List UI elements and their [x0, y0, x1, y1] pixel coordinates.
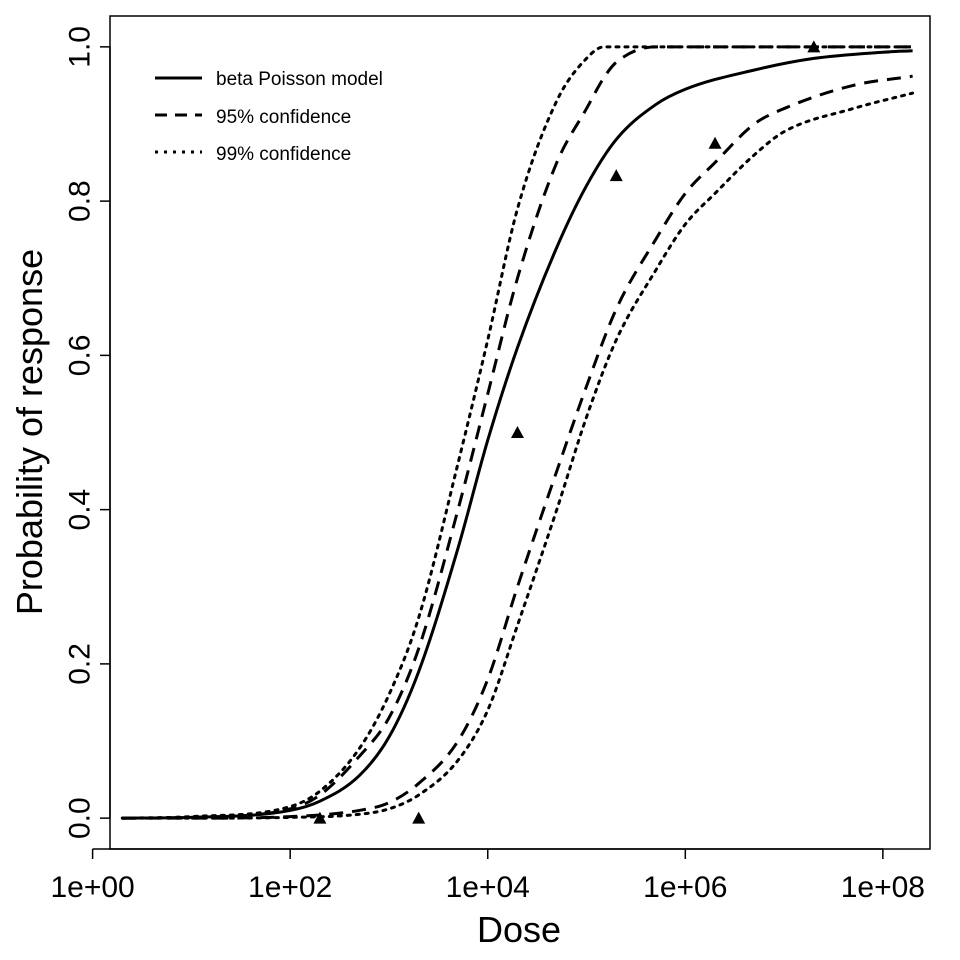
x-tick-label: 1e+06 — [643, 871, 727, 904]
series-beta-poisson-model — [122, 49, 913, 820]
x-tick-label: 1e+04 — [446, 871, 530, 904]
data-point-triangle — [708, 136, 722, 149]
y-tick-label: 0.6 — [64, 335, 97, 377]
data-point-triangle — [807, 40, 821, 53]
y-tick-label: 0.4 — [64, 489, 97, 531]
series-99-confidence-lower — [120, 91, 915, 820]
legend-label-model: beta Poisson model — [216, 69, 383, 90]
y-tick-label: 0.2 — [64, 643, 97, 685]
data-point-triangle — [510, 426, 524, 439]
series-95-confidence-lower — [122, 74, 913, 820]
legend: beta Poisson model 95% confidence 99% co… — [155, 69, 383, 165]
y-tick-label: 0.0 — [64, 797, 97, 839]
x-tick-label: 1e+02 — [248, 871, 332, 904]
x-axis-title: Dose — [477, 909, 561, 950]
y-axis: 0.0 0.2 0.4 0.6 0.8 1.0 — [64, 26, 111, 839]
y-tick-label: 0.8 — [64, 180, 97, 222]
observed-points — [313, 40, 821, 824]
x-tick-label: 1e+08 — [841, 871, 925, 904]
data-point-triangle — [313, 811, 327, 824]
x-tick-label: 1e+00 — [50, 871, 134, 904]
x-axis: 1e+00 1e+02 1e+04 1e+06 1e+08 — [50, 848, 925, 904]
series-layer — [120, 45, 915, 820]
legend-label-99: 99% confidence — [216, 144, 351, 165]
data-point-triangle — [412, 811, 426, 824]
y-axis-title: Probability of response — [9, 249, 50, 615]
series-99-confidence-upper — [120, 45, 915, 820]
y-tick-label: 1.0 — [64, 26, 97, 68]
data-point-triangle — [609, 169, 623, 182]
legend-label-95: 95% confidence — [216, 107, 351, 128]
series-95-confidence-upper — [122, 45, 913, 820]
